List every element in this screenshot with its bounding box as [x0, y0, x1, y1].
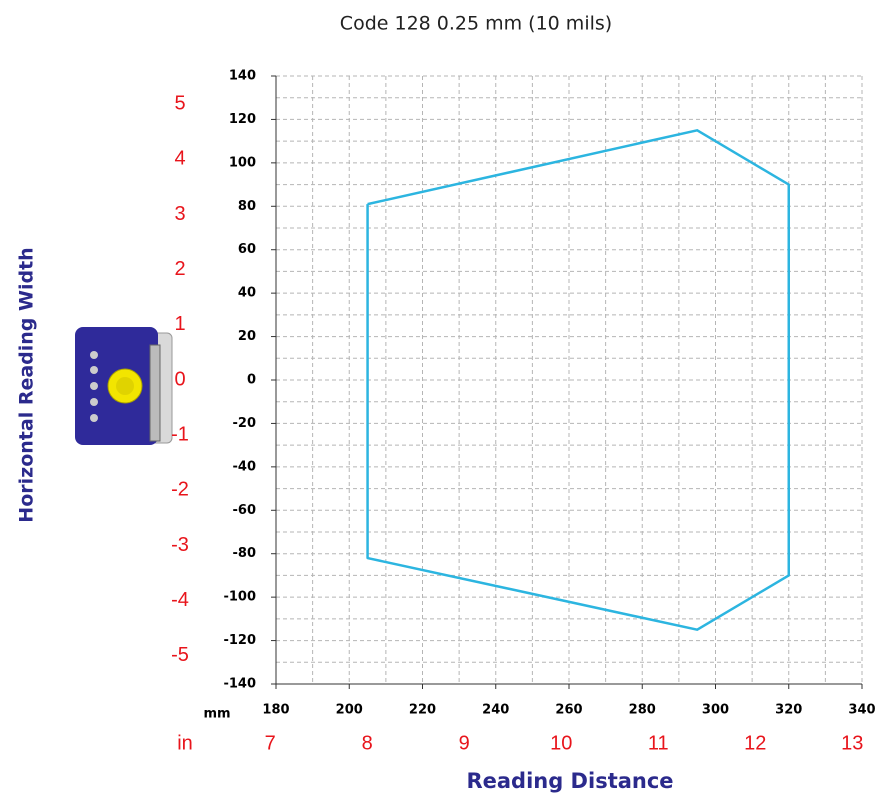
y-tick-label: -140: [223, 677, 256, 692]
y-axis-label: Horizontal Reading Width: [16, 247, 38, 522]
y2-tick-label: 2: [174, 258, 185, 280]
x2-tick-label: 11: [648, 732, 669, 754]
scanner-icon: [75, 327, 173, 445]
x2-unit: in: [177, 732, 193, 754]
x2-tick-label: 10: [550, 732, 572, 754]
x2-tick-label: 8: [362, 732, 373, 754]
y-tick-label: -20: [233, 416, 257, 431]
y-tick-label: 0: [247, 373, 256, 388]
y2-tick-label: -4: [171, 589, 189, 611]
y-tick-label: -100: [223, 590, 256, 605]
y-tick-label: 20: [238, 329, 256, 344]
y2-tick-label: 3: [174, 203, 185, 225]
x-tick-label: 280: [629, 703, 656, 718]
y2-tick-label: 4: [174, 148, 185, 170]
y2-tick-label: -5: [171, 644, 189, 666]
x-tick-label: 220: [409, 703, 436, 718]
y-tick-label: 120: [229, 112, 256, 127]
y-tick-label: 140: [229, 69, 256, 84]
y-tick-label: -40: [233, 459, 257, 474]
x-tick-label: 320: [775, 703, 802, 718]
y-tick-label: -80: [233, 546, 257, 561]
x-axis-label: Reading Distance: [466, 769, 673, 793]
y-tick-label: 40: [238, 286, 256, 301]
y-tick-label: 100: [229, 155, 256, 170]
y-tick-label: -120: [223, 633, 256, 648]
y-tick-label: -60: [233, 503, 257, 518]
x-tick-label: 340: [848, 703, 875, 718]
x-tick-label: 260: [555, 703, 582, 718]
data-line: [366, 129, 790, 631]
x-unit: mm: [203, 707, 230, 722]
x2-tick-label: 7: [265, 732, 276, 754]
y2-tick-label: -3: [171, 534, 189, 556]
chart-title: Code 128 0.25 mm (10 mils): [340, 13, 612, 35]
x-tick-label: 200: [336, 703, 363, 718]
y2-tick-label: -1: [171, 423, 189, 445]
y2-tick-label: 0: [174, 368, 185, 390]
y-tick-label: 60: [238, 242, 256, 257]
x-tick-label: 240: [482, 703, 509, 718]
y2-tick-label: 5: [174, 92, 185, 114]
y2-tick-label: 1: [174, 313, 185, 335]
x2-tick-label: 12: [744, 732, 766, 754]
x2-tick-label: 9: [459, 732, 470, 754]
x2-tick-label: 13: [841, 732, 863, 754]
x-tick-label: 300: [702, 703, 729, 718]
x-tick-label: 180: [262, 703, 289, 718]
y2-tick-label: -2: [171, 479, 189, 501]
y-tick-label: 80: [238, 199, 256, 214]
